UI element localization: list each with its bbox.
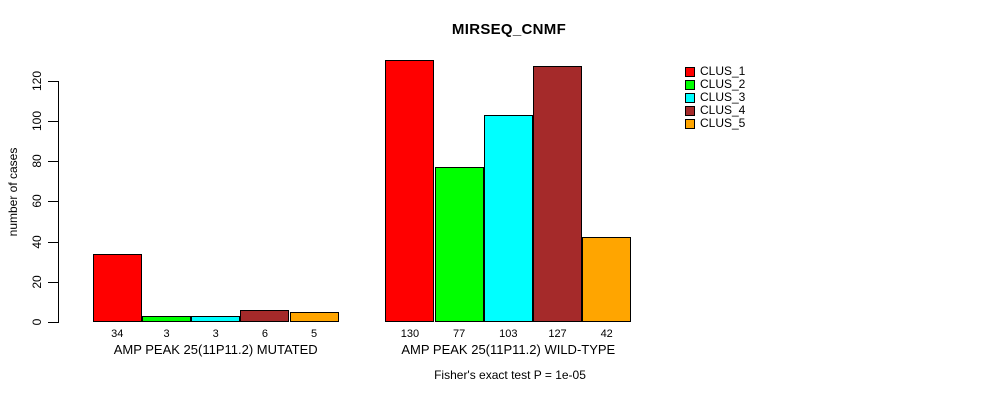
y-axis-tick (48, 241, 58, 243)
fisher-test-annotation: Fisher's exact test P = 1e-05 (434, 368, 586, 382)
legend-label: CLUS_3 (700, 90, 746, 104)
y-axis-tick-label: 80 (30, 154, 44, 168)
bar-value-label: 5 (311, 328, 318, 340)
legend-item-clus_1: CLUS_1 (685, 65, 745, 78)
category-label: AMP PEAK 25(11P11.2) WILD-TYPE (401, 342, 616, 357)
bar-value-label: 77 (452, 328, 466, 340)
bar-value-label: 3 (212, 328, 219, 340)
y-axis-tick-label: 60 (30, 194, 44, 208)
y-axis-tick (48, 201, 58, 203)
legend: CLUS_1 CLUS_2 CLUS_3 CLUS_4 CLUS_5 (685, 65, 745, 130)
bar-clus_4-1 (240, 309, 290, 322)
bar-clus_3-2 (483, 114, 533, 322)
legend-swatch-icon (685, 66, 695, 77)
bar-value-label: 42 (600, 328, 613, 340)
y-axis-tick (48, 80, 58, 82)
legend-label: CLUS_5 (700, 116, 746, 130)
legend-swatch-icon (685, 79, 695, 90)
chart-title: MIRSEQ_CNMF (451, 21, 567, 38)
y-axis-line (58, 80, 59, 323)
y-axis-tick-label: 40 (30, 234, 44, 249)
legend-swatch-icon (685, 92, 695, 103)
legend-item-clus_3: CLUS_3 (685, 91, 745, 104)
legend-item-clus_2: CLUS_2 (685, 78, 745, 91)
legend-item-clus_5: CLUS_5 (685, 117, 745, 130)
bar-value-label: 6 (261, 328, 268, 340)
legend-label: CLUS_1 (700, 64, 746, 78)
y-axis-tick-label: 20 (30, 275, 44, 289)
bar-value-label: 103 (499, 328, 518, 340)
bar-clus_4-2 (532, 66, 583, 322)
bar-value-label: 3 (163, 328, 170, 340)
y-axis-title: number of cases (6, 147, 20, 237)
y-axis-tick (48, 281, 58, 283)
bar-value-label: 127 (548, 328, 567, 340)
bar-value-label: 34 (111, 328, 124, 340)
bar-clus_2-2 (434, 167, 484, 322)
legend-swatch-icon (685, 118, 695, 129)
y-axis-tick-label: 100 (30, 110, 44, 131)
y-axis-tick (48, 120, 58, 122)
bar-clus_3-1 (191, 315, 241, 322)
y-axis-tick-label: 0 (30, 318, 44, 326)
category-label: AMP PEAK 25(11P11.2) MUTATED (113, 342, 318, 357)
bar-value-label: 130 (400, 328, 420, 340)
legend-label: CLUS_2 (700, 77, 746, 91)
bar-clus_5-2 (582, 237, 632, 322)
legend-label: CLUS_4 (700, 103, 746, 117)
bar-clus_5-1 (289, 311, 339, 322)
legend-item-clus_4: CLUS_4 (685, 104, 745, 117)
legend-swatch-icon (685, 105, 695, 116)
y-axis-tick (48, 322, 58, 323)
bar-clus_1-2 (385, 60, 435, 322)
bar-clus_2-1 (141, 315, 192, 322)
bar-clus_1-1 (92, 253, 142, 322)
y-axis-tick-label: 120 (30, 70, 44, 91)
y-axis-tick (48, 161, 58, 162)
